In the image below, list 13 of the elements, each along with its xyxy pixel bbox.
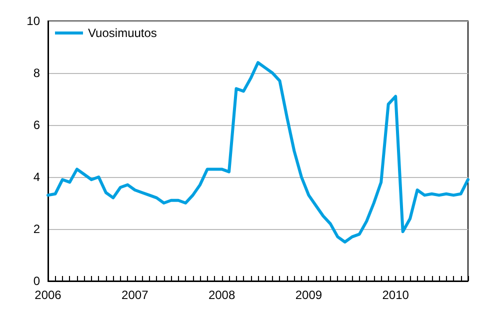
x-tick-label: 2009 bbox=[295, 288, 322, 302]
x-tick-label: 2007 bbox=[122, 288, 149, 302]
legend-label: Vuosimuutos bbox=[88, 26, 157, 40]
y-tick-label: 0 bbox=[33, 274, 40, 288]
y-tick-label: 2 bbox=[33, 222, 40, 236]
y-tick-label: 4 bbox=[33, 170, 40, 184]
x-tick-label: 2008 bbox=[208, 288, 236, 302]
y-tick-label: 8 bbox=[33, 66, 40, 80]
line-series bbox=[46, 61, 470, 244]
y-tick-label: 10 bbox=[26, 14, 40, 28]
x-tick-label: 2006 bbox=[34, 288, 62, 302]
x-tick-label: 2010 bbox=[382, 288, 410, 302]
y-tick-label: 6 bbox=[33, 118, 40, 132]
